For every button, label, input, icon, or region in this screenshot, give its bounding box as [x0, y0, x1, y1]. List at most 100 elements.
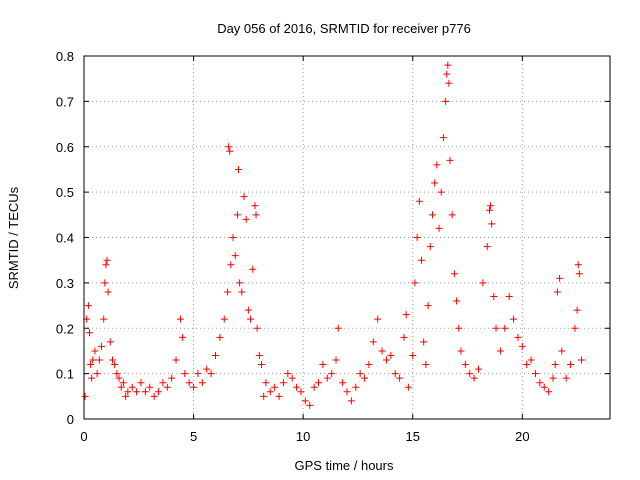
data-point: [553, 288, 561, 296]
data-point: [485, 206, 493, 214]
data-point: [87, 361, 95, 369]
x-tick-label: 5: [190, 429, 197, 444]
data-point: [347, 397, 355, 405]
data-point: [443, 70, 451, 78]
data-point: [545, 388, 553, 396]
data-point: [172, 356, 180, 364]
data-point: [251, 202, 259, 210]
data-point: [319, 361, 327, 369]
data-point: [523, 361, 531, 369]
data-point: [163, 383, 171, 391]
data-point: [578, 356, 586, 364]
data-point: [328, 370, 336, 378]
data-point: [122, 392, 130, 400]
x-axis-label: GPS time / hours: [295, 458, 394, 473]
data-point: [179, 333, 187, 341]
data-point: [181, 370, 189, 378]
y-tick-label: 0: [67, 412, 74, 427]
data-points: [81, 61, 586, 409]
data-point: [352, 383, 360, 391]
data-point: [113, 370, 121, 378]
data-point: [556, 274, 564, 282]
data-point: [185, 379, 193, 387]
data-point: [575, 270, 583, 278]
data-point: [374, 315, 382, 323]
data-point: [415, 197, 423, 205]
data-point: [111, 361, 119, 369]
data-point: [275, 392, 283, 400]
data-point: [242, 215, 250, 223]
data-point: [540, 383, 548, 391]
data-point: [203, 365, 211, 373]
data-point: [260, 392, 268, 400]
data-point: [108, 356, 116, 364]
data-point: [293, 383, 301, 391]
data-point: [428, 211, 436, 219]
data-point: [501, 324, 509, 332]
axes: 0 0.1 0.2 0.3 0.4 0.5 0.6 0.7 0.8 0 5 10 15 20: [56, 49, 611, 444]
data-point: [433, 161, 441, 169]
data-point: [133, 388, 141, 396]
data-point: [231, 252, 239, 260]
data-point: [88, 374, 96, 382]
data-point: [207, 370, 215, 378]
data-point: [496, 347, 504, 355]
y-tick-label: 0.1: [56, 367, 74, 382]
data-point: [402, 311, 410, 319]
data-point: [150, 392, 158, 400]
data-point: [536, 379, 544, 387]
data-point: [369, 338, 377, 346]
data-point: [332, 356, 340, 364]
data-point: [310, 383, 318, 391]
data-point: [339, 379, 347, 387]
data-point: [104, 288, 112, 296]
data-point: [411, 279, 419, 287]
data-point: [439, 134, 447, 142]
data-point: [514, 333, 522, 341]
data-point: [176, 315, 184, 323]
data-point: [315, 379, 323, 387]
x-tick-label: 20: [515, 429, 529, 444]
data-point: [323, 374, 331, 382]
data-point: [562, 374, 570, 382]
data-point: [356, 370, 364, 378]
data-point: [365, 361, 373, 369]
data-point: [106, 338, 114, 346]
data-point: [225, 143, 233, 151]
data-point: [445, 79, 453, 87]
data-point: [284, 370, 292, 378]
data-point: [89, 356, 97, 364]
y-tick-label: 0.3: [56, 276, 74, 291]
data-point: [168, 374, 176, 382]
data-point: [549, 374, 557, 382]
data-point: [119, 379, 127, 387]
data-point: [159, 379, 167, 387]
data-point: [343, 388, 351, 396]
data-point: [226, 147, 234, 155]
y-tick-label: 0.4: [56, 231, 74, 246]
data-point: [255, 351, 263, 359]
data-point: [84, 302, 92, 310]
data-point: [558, 347, 566, 355]
data-point: [448, 211, 456, 219]
data-point: [194, 370, 202, 378]
data-point: [91, 347, 99, 355]
data-point: [510, 315, 518, 323]
data-point: [475, 365, 482, 373]
data-point: [220, 315, 228, 323]
data-point: [382, 356, 390, 364]
data-point: [224, 288, 232, 296]
y-tick-label: 0.2: [56, 321, 74, 336]
data-point: [244, 306, 252, 314]
data-point: [479, 279, 487, 287]
data-point: [235, 165, 243, 173]
x-tick-label: 15: [406, 429, 420, 444]
data-point: [212, 351, 219, 359]
data-point: [334, 324, 342, 332]
data-point: [216, 333, 224, 341]
data-point: [518, 342, 526, 350]
y-tick-label: 0.7: [56, 94, 74, 109]
data-point: [488, 220, 496, 228]
data-point: [95, 356, 103, 364]
data-point: [442, 97, 450, 105]
